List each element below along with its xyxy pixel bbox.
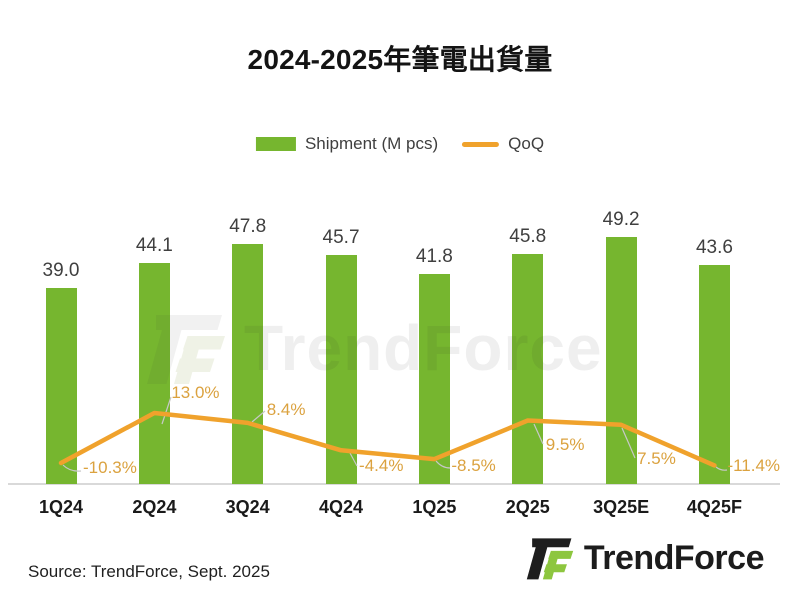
shipment-legend-swatch — [255, 137, 296, 151]
shipment-bar-4Q25F — [698, 265, 730, 484]
x-axis-line — [8, 483, 780, 485]
qoq-label-1Q25: -8.5% — [451, 456, 496, 476]
shipment-value-label-2Q24: 44.1 — [135, 234, 173, 256]
shipment-bar-3Q25E — [605, 237, 637, 484]
x-axis-label-1Q25: 1Q25 — [412, 497, 457, 517]
x-axis-label-3Q25E: 3Q25E — [593, 497, 650, 517]
qoq-legend-label: QoQ — [508, 134, 545, 153]
shipment-bar-2Q25 — [512, 254, 544, 484]
shipment-value-label-1Q24: 39.0 — [42, 260, 80, 282]
shipment-value-label-2Q25: 45.8 — [509, 226, 547, 248]
shipment-value-label-3Q25E: 49.2 — [602, 209, 640, 231]
logo-text: TrendForce — [583, 539, 765, 577]
x-axis-label-2Q25: 2Q25 — [505, 497, 550, 517]
shipment-legend-label: Shipment (M pcs) — [304, 134, 439, 153]
shipment-bar-1Q24 — [45, 288, 77, 484]
trendforce-logo-icon — [526, 538, 574, 580]
qoq-label-3Q25E: 7.5% — [637, 448, 676, 468]
x-axis-label-4Q25F: 4Q25F — [686, 497, 742, 517]
chart-legend: Shipment (M pcs) QoQ — [255, 134, 545, 154]
page-title: 2024-2025年筆電出貨量 — [247, 44, 553, 75]
shipment-value-label-3Q24: 47.8 — [229, 216, 267, 238]
shipment-bar-3Q24 — [232, 244, 264, 484]
x-axis-label-3Q24: 3Q24 — [225, 497, 270, 517]
qoq-label-4Q24: -4.4% — [359, 456, 404, 476]
x-axis-label-2Q24: 2Q24 — [132, 497, 177, 517]
x-axis-label-4Q24: 4Q24 — [319, 497, 364, 517]
qoq-label-1Q24: -10.3% — [83, 458, 137, 477]
shipment-value-label-1Q25: 41.8 — [415, 246, 453, 268]
qoq-label-3Q24: 8.4% — [266, 399, 306, 419]
qoq-label-2Q24: 13.0% — [171, 383, 220, 402]
qoq-label-4Q25F: -11.4% — [727, 456, 781, 476]
shipment-value-label-4Q24: 45.7 — [322, 226, 360, 248]
source-note: Source: TrendForce, Sept. 2025 — [28, 562, 270, 581]
shipment-bar-4Q24 — [325, 254, 357, 484]
trendforce-logo: TrendForce — [523, 533, 765, 583]
qoq-label-2Q25: 9.5% — [545, 434, 585, 454]
x-axis-label-1Q24: 1Q24 — [38, 497, 84, 517]
qoq-legend-swatch — [462, 141, 500, 147]
shipment-bar-1Q25 — [418, 274, 450, 484]
shipment-bar-2Q24 — [138, 262, 170, 484]
shipment-value-label-4Q25F: 43.6 — [695, 237, 733, 259]
